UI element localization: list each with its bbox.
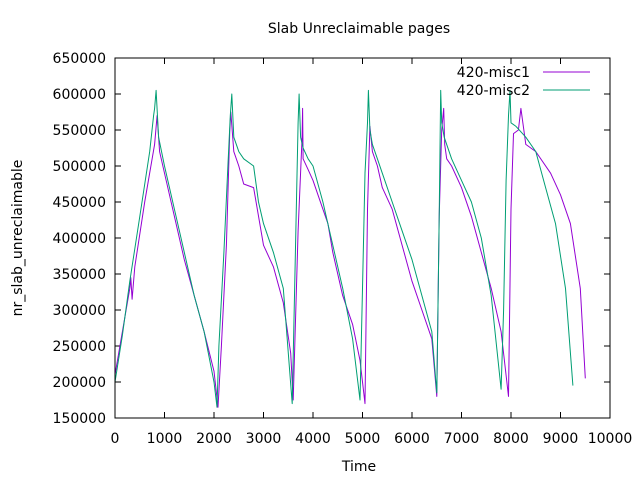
y-tick-label: 150000 bbox=[53, 411, 106, 427]
y-tick-label: 650000 bbox=[53, 51, 106, 67]
y-tick-label: 400000 bbox=[53, 231, 106, 247]
plot-frame bbox=[114, 57, 611, 419]
series-line-1 bbox=[114, 89, 574, 408]
y-tick-label: 300000 bbox=[53, 303, 106, 319]
x-tick-label: 9000 bbox=[543, 431, 579, 447]
y-axis-label: nr_slab_unreclaimable bbox=[10, 160, 26, 317]
series-line-0 bbox=[114, 107, 586, 408]
x-tick-label: 5000 bbox=[345, 431, 381, 447]
x-tick-label: 2000 bbox=[196, 431, 232, 447]
x-tick-label: 4000 bbox=[295, 431, 331, 447]
y-tick-label: 600000 bbox=[53, 87, 106, 103]
y-tick-label: 550000 bbox=[53, 123, 106, 139]
chart-title: Slab Unreclaimable pages bbox=[268, 21, 450, 37]
x-tick-label: 1000 bbox=[147, 431, 183, 447]
y-tick-label: 500000 bbox=[53, 159, 106, 175]
y-tick-label: 200000 bbox=[53, 375, 106, 391]
legend-label-0: 420-misc1 bbox=[457, 65, 530, 81]
x-tick-label: 10000 bbox=[588, 431, 633, 447]
y-tick-label: 350000 bbox=[53, 267, 106, 283]
x-tick-label: 7000 bbox=[444, 431, 480, 447]
legend: 420-misc1 420-misc2 bbox=[457, 65, 590, 99]
legend-label-1: 420-misc2 bbox=[457, 83, 530, 99]
x-axis-label: Time bbox=[341, 459, 376, 475]
axis-ticks: 0 1000 2000 3000 4000 5000 6000 7000 8000 9000 100… bbox=[53, 51, 633, 447]
x-tick-label: 8000 bbox=[493, 431, 529, 447]
y-tick-label: 450000 bbox=[53, 195, 106, 211]
x-tick-label: 0 bbox=[111, 431, 120, 447]
x-tick-label: 6000 bbox=[394, 431, 430, 447]
series-lines bbox=[114, 89, 586, 408]
y-tick-label: 250000 bbox=[53, 339, 106, 355]
x-tick-label: 3000 bbox=[246, 431, 282, 447]
